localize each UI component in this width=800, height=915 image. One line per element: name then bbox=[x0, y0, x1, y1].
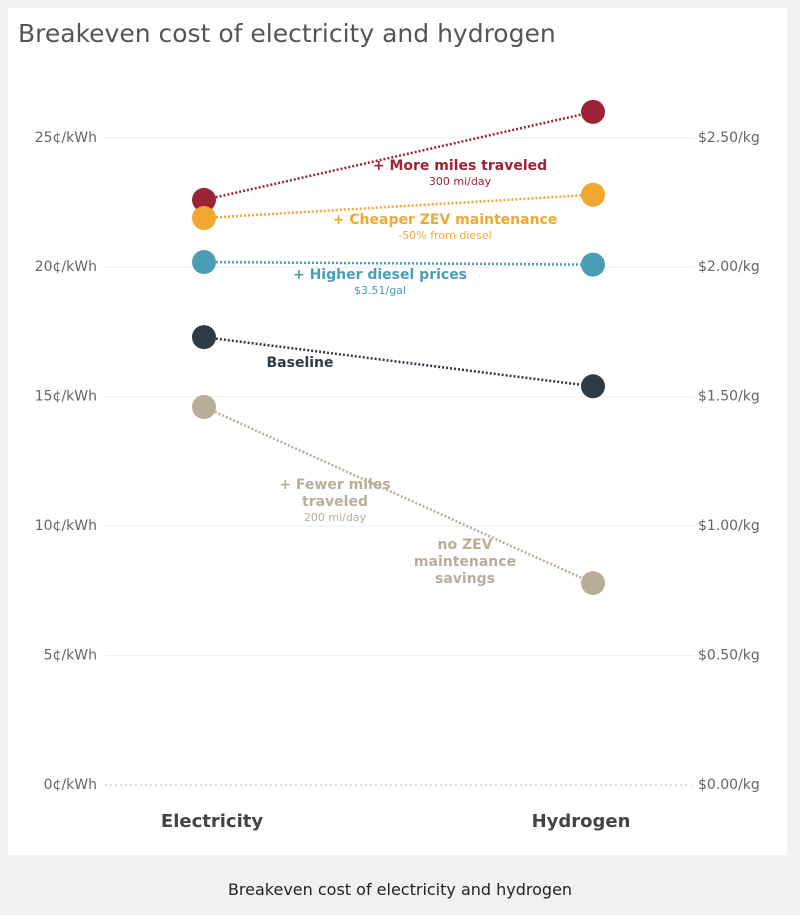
caption: Breakeven cost of electricity and hydrog… bbox=[227, 880, 573, 899]
y2-tick-label: $0.50/kg bbox=[698, 648, 760, 664]
series-name: + Higher diesel prices bbox=[292, 267, 468, 283]
series-label: + Fewer miles traveled 200 mi/day bbox=[270, 477, 400, 524]
y-tick-label: 0¢/kWh bbox=[44, 777, 97, 793]
series-label: + Cheaper ZEV maintenance -50% from diese… bbox=[333, 212, 558, 242]
slope-line bbox=[203, 193, 594, 220]
series-label: + Higher diesel prices $3.51/gal bbox=[293, 267, 467, 297]
series-name: + Fewer miles traveled bbox=[279, 477, 391, 510]
point bbox=[192, 325, 216, 350]
y2-tick-label: $1.50/kg bbox=[698, 389, 760, 405]
point bbox=[581, 182, 605, 207]
y-tick-label: 15¢/kWh bbox=[35, 389, 97, 405]
point bbox=[581, 99, 605, 124]
y2-tick-label: $2.50/kg bbox=[698, 130, 760, 146]
series-name: Baseline bbox=[266, 355, 334, 371]
slope-line bbox=[203, 260, 594, 266]
series-label: + More miles traveled 300 mi/day bbox=[373, 158, 547, 188]
point bbox=[192, 206, 216, 231]
annotation: no ZEV maintenance savings bbox=[413, 537, 517, 587]
point bbox=[192, 187, 216, 212]
x-tick-label: Hydrogen bbox=[532, 811, 631, 832]
series-name: + Cheaper ZEV maintenance bbox=[332, 212, 558, 228]
y2-tick-label: $0.00/kg bbox=[698, 777, 760, 793]
slope-line bbox=[203, 110, 594, 202]
chart-title: Breakeven cost of electricity and hydrog… bbox=[18, 19, 556, 48]
series-note: 300 mi/day bbox=[428, 174, 492, 188]
series-name: + More miles traveled bbox=[372, 158, 548, 174]
series-label: Baseline bbox=[266, 355, 333, 372]
point bbox=[192, 250, 216, 275]
y2-tick-label: $2.00/kg bbox=[698, 259, 760, 275]
slope-line bbox=[203, 335, 594, 388]
y-tick-label: 5¢/kWh bbox=[44, 648, 97, 664]
point bbox=[192, 395, 216, 420]
series-note: 200 mi/day bbox=[303, 510, 367, 524]
chart: Breakeven cost of electricity and hydrog… bbox=[18, 19, 760, 832]
chart-card bbox=[8, 8, 787, 855]
y-tick-label: 10¢/kWh bbox=[35, 518, 97, 534]
y2-tick-label: $1.00/kg bbox=[698, 518, 760, 534]
y-tick-label: 20¢/kWh bbox=[35, 259, 97, 275]
slope-line bbox=[203, 405, 594, 585]
y-tick-label: 25¢/kWh bbox=[35, 130, 97, 146]
series-note: -50% from diesel bbox=[398, 228, 492, 242]
point bbox=[581, 374, 605, 399]
x-tick-label: Electricity bbox=[161, 811, 263, 832]
series-note: $3.51/gal bbox=[354, 283, 406, 297]
point bbox=[581, 252, 605, 277]
point bbox=[581, 571, 605, 596]
